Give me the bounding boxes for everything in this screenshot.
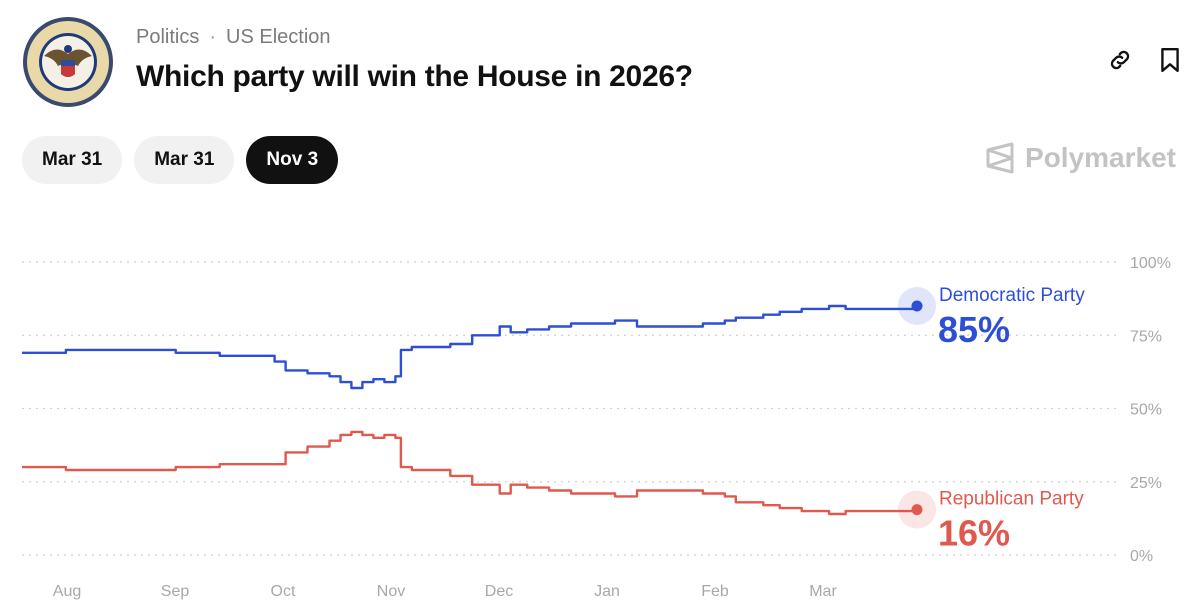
series-value-democratic: 85% — [938, 309, 1010, 350]
breadcrumb-item-politics[interactable]: Politics — [136, 26, 200, 48]
bookmark-button[interactable] — [1156, 46, 1184, 74]
x-tick-label-oct: Oct — [271, 583, 296, 600]
x-tick-label-sep: Sep — [161, 583, 190, 600]
x-tick-label-feb: Feb — [701, 583, 729, 600]
y-tick-label-0: 0% — [1130, 548, 1153, 565]
link-icon — [1110, 50, 1130, 70]
time-range-tabs: Mar 31 Mar 31 Nov 3 — [22, 136, 339, 184]
bookmark-icon — [1161, 47, 1179, 73]
tab-mar-31-second[interactable]: Mar 31 — [134, 136, 235, 184]
series-line-democratic — [22, 304, 919, 390]
polymarket-brand: Polymarket — [985, 142, 1176, 174]
x-tick-label-aug: Aug — [53, 583, 81, 600]
header-actions — [1106, 46, 1184, 74]
y-tick-label-75: 75% — [1130, 328, 1162, 345]
y-tick-label-100: 100% — [1130, 255, 1171, 272]
tab-mar-31-first[interactable]: Mar 31 — [22, 136, 123, 184]
endpoint-dot-democratic[interactable] — [911, 300, 923, 312]
breadcrumb: Politics · US Election — [136, 26, 331, 49]
series-line-republican — [22, 430, 919, 516]
endpoint-dot-republican[interactable] — [911, 504, 923, 516]
copy-link-button[interactable] — [1106, 46, 1134, 74]
polymarket-logo-icon — [986, 142, 1014, 174]
brand-name: Polymarket — [1025, 142, 1176, 173]
x-tick-label-dec: Dec — [485, 583, 513, 600]
series-label-republican: Republican Party — [939, 489, 1084, 510]
x-tick-label-jan: Jan — [594, 583, 620, 600]
page-title: Which party will win the House in 2026? — [136, 60, 693, 93]
x-tick-label-nov: Nov — [377, 583, 405, 600]
series-value-republican: 16% — [938, 513, 1010, 554]
y-tick-label-25: 25% — [1130, 475, 1162, 492]
breadcrumb-item-us-election[interactable]: US Election — [226, 26, 331, 48]
series-label-democratic: Democratic Party — [939, 285, 1085, 306]
y-tick-label-50: 50% — [1130, 402, 1162, 419]
breadcrumb-separator: · — [209, 26, 217, 48]
tab-nov-3[interactable]: Nov 3 — [246, 136, 339, 184]
house-seal-logo — [23, 17, 113, 107]
x-tick-label-mar: Mar — [809, 583, 837, 600]
